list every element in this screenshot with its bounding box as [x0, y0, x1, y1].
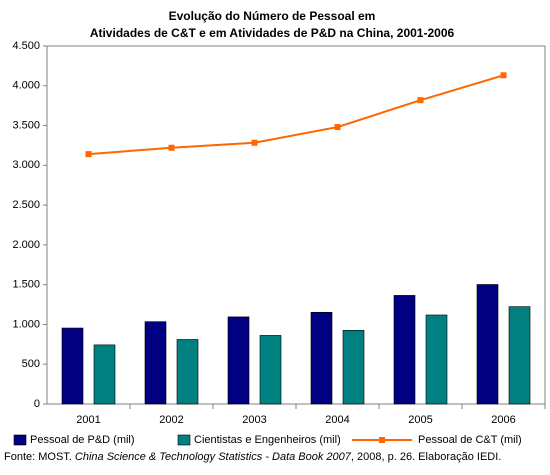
x-tick-label: 2006 [491, 414, 515, 426]
line [88, 74, 504, 156]
chart-title: Evolução do Número de Pessoal em [169, 9, 376, 23]
source-note: Fonte: MOST. China Science & Technology … [4, 451, 501, 463]
bar [227, 316, 250, 405]
y-tick-label: 4.500 [12, 40, 40, 52]
bar [93, 344, 116, 405]
bar [508, 306, 531, 405]
y-tick-label: 3.500 [12, 119, 40, 131]
plot-area [46, 45, 546, 405]
bar [393, 295, 416, 405]
bar [176, 339, 199, 405]
bar [259, 335, 282, 405]
legend-swatch [379, 437, 385, 443]
chart-title: Atividades de C&T e em Atividades de P&D… [90, 26, 455, 40]
x-tick-label: 2001 [76, 414, 100, 426]
legend-label: Pessoal de C&T (mil) [418, 434, 522, 446]
bar [342, 330, 365, 405]
x-tick-label: 2003 [242, 414, 266, 426]
y-tick-label: 2.000 [12, 239, 40, 251]
x-tick-label: 2004 [325, 414, 349, 426]
marker [417, 97, 424, 104]
y-tick-label: 2.500 [12, 199, 40, 211]
y-tick-label: 4.000 [12, 80, 40, 92]
y-tick-label: 0 [34, 398, 40, 410]
bar [476, 284, 499, 405]
bar [144, 321, 167, 405]
source-text: , 2008, p. 26. Elaboração IEDI. [351, 451, 501, 463]
legend-label: Pessoal de P&D (mil) [30, 434, 135, 446]
marker [168, 144, 175, 151]
bar [425, 314, 448, 405]
source-text: Fonte: MOST. [4, 451, 75, 463]
source-text: China Science & Technology Statistics - … [75, 451, 352, 463]
legend-swatch [177, 434, 191, 446]
marker [500, 72, 507, 79]
y-tick-label: 1.000 [12, 318, 40, 330]
marker [251, 139, 258, 146]
bar [61, 327, 84, 405]
y-tick-label: 3.000 [12, 159, 40, 171]
x-tick-label: 2005 [408, 414, 432, 426]
x-tick-label: 2002 [159, 414, 183, 426]
legend-label: Cientistas e Engenheiros (mil) [194, 434, 341, 446]
marker [85, 151, 92, 158]
marker [334, 124, 341, 131]
bar [310, 311, 333, 405]
legend-swatch [13, 434, 27, 446]
y-tick-label: 500 [22, 358, 40, 370]
y-tick-label: 1.500 [12, 279, 40, 291]
